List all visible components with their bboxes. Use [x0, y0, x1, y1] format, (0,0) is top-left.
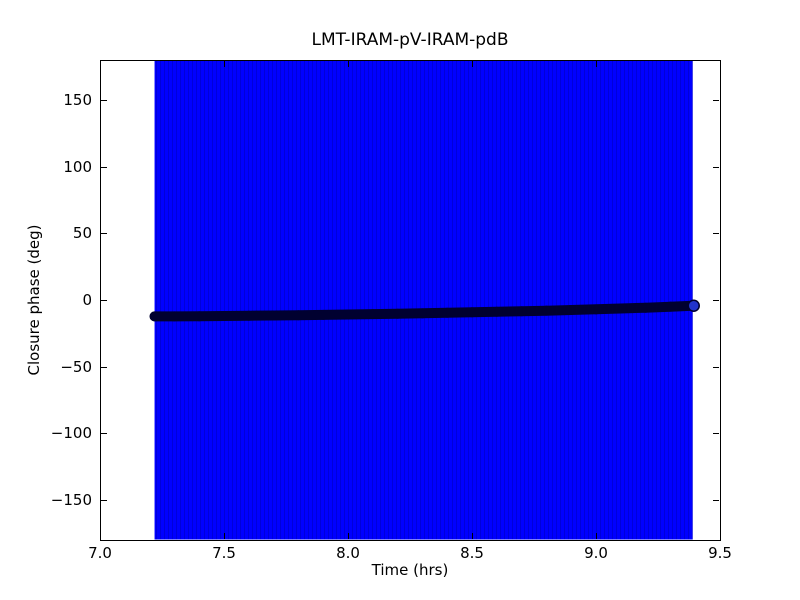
data-point — [566, 305, 577, 315]
data-point — [615, 303, 626, 314]
y-tick-label: 150 — [63, 91, 92, 109]
data-point — [293, 310, 304, 321]
errorbar-band — [154, 60, 693, 540]
data-point-end — [687, 299, 700, 312]
data-point — [467, 307, 477, 318]
y-tick-label: 100 — [63, 157, 92, 176]
y-tick-label: 50 — [72, 224, 92, 243]
data-point — [243, 310, 254, 321]
data-point — [491, 306, 502, 317]
data-point — [268, 310, 279, 321]
x-tick-label: 8.0 — [336, 544, 360, 562]
data-point — [541, 305, 552, 316]
x-tick-label: 7.5 — [212, 544, 236, 562]
axes-frame — [100, 60, 721, 541]
x-tick-label: 9.0 — [584, 544, 608, 562]
data-point — [194, 311, 205, 322]
data-point — [149, 311, 160, 322]
data-series — [149, 299, 700, 322]
axes-spines — [100, 60, 721, 541]
data-point — [343, 309, 353, 320]
data-point — [665, 301, 676, 312]
y-tick-label: −150 — [50, 491, 92, 509]
y-tick-label: 0 — [82, 291, 92, 309]
data-point — [169, 311, 180, 322]
data-point — [640, 302, 651, 313]
data-point — [367, 309, 378, 320]
x-tick-label: 9.5 — [708, 544, 732, 562]
data-point — [392, 308, 403, 319]
data-point — [318, 309, 329, 320]
y-tick-label: −50 — [60, 357, 92, 376]
x-tick-label: 8.5 — [460, 544, 484, 562]
y-tick-label: −100 — [50, 424, 92, 443]
x-axis-label: Time (hrs) — [371, 561, 449, 579]
x-tick-label: 7.0 — [88, 544, 112, 562]
data-point — [417, 308, 428, 319]
data-point — [591, 304, 601, 315]
chart-title: LMT-IRAM-pV-IRAM-pdB — [311, 30, 509, 50]
data-point — [516, 306, 527, 317]
data-point — [442, 307, 453, 318]
errorbar-band-rect — [154, 60, 693, 540]
data-point — [219, 311, 229, 321]
